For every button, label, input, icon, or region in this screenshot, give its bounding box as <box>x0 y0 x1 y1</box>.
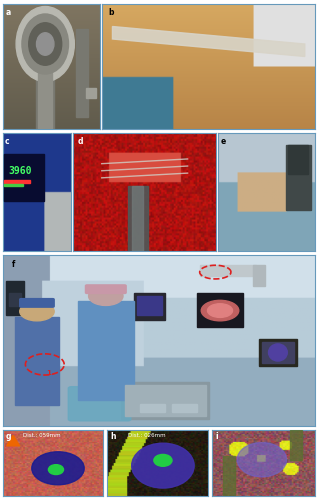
Circle shape <box>89 286 123 306</box>
Text: f: f <box>12 260 15 269</box>
Circle shape <box>48 464 64 474</box>
Bar <box>137 296 162 315</box>
Bar <box>86 88 96 98</box>
Bar <box>76 29 88 117</box>
Bar <box>6 280 24 315</box>
Bar <box>262 342 294 362</box>
Bar <box>4 184 23 186</box>
Text: 1: 1 <box>46 370 51 376</box>
Bar <box>171 404 197 412</box>
Text: Dist.: 026mm: Dist.: 026mm <box>128 432 165 438</box>
Bar <box>38 72 52 129</box>
Circle shape <box>29 22 62 65</box>
Circle shape <box>154 454 172 466</box>
Bar <box>132 186 143 251</box>
Bar <box>128 186 148 251</box>
Bar <box>288 145 308 174</box>
Bar <box>290 430 302 460</box>
Circle shape <box>208 304 232 318</box>
Text: Dist.: 059mm: Dist.: 059mm <box>23 432 60 438</box>
Ellipse shape <box>132 443 194 488</box>
Text: b: b <box>108 8 114 16</box>
Bar <box>4 180 30 182</box>
Bar <box>37 72 54 129</box>
Text: i: i <box>216 432 218 441</box>
Bar <box>200 266 256 276</box>
Bar <box>78 301 134 400</box>
Ellipse shape <box>237 442 287 477</box>
Circle shape <box>22 14 68 74</box>
Circle shape <box>201 300 239 321</box>
Bar <box>253 266 266 286</box>
Bar <box>9 292 21 306</box>
Text: d: d <box>78 136 83 145</box>
Bar <box>223 456 235 496</box>
Circle shape <box>20 302 54 321</box>
Text: c: c <box>4 136 9 145</box>
Bar <box>121 382 209 419</box>
Polygon shape <box>113 26 305 56</box>
Bar <box>4 154 44 202</box>
Bar <box>125 385 206 416</box>
Text: h: h <box>111 432 116 441</box>
Ellipse shape <box>32 452 84 485</box>
Text: g: g <box>6 432 11 441</box>
Circle shape <box>37 33 54 55</box>
FancyBboxPatch shape <box>68 386 131 421</box>
Bar <box>15 316 59 406</box>
Bar <box>140 404 165 412</box>
Text: e: e <box>221 136 226 145</box>
Text: a: a <box>5 8 11 16</box>
Circle shape <box>16 6 74 82</box>
FancyBboxPatch shape <box>20 298 54 307</box>
Bar <box>286 145 311 210</box>
FancyBboxPatch shape <box>86 285 126 294</box>
Text: 3960: 3960 <box>8 166 31 176</box>
Ellipse shape <box>268 344 287 361</box>
Polygon shape <box>7 436 20 446</box>
Bar <box>134 292 165 320</box>
Bar <box>197 292 244 327</box>
Bar <box>259 339 297 366</box>
